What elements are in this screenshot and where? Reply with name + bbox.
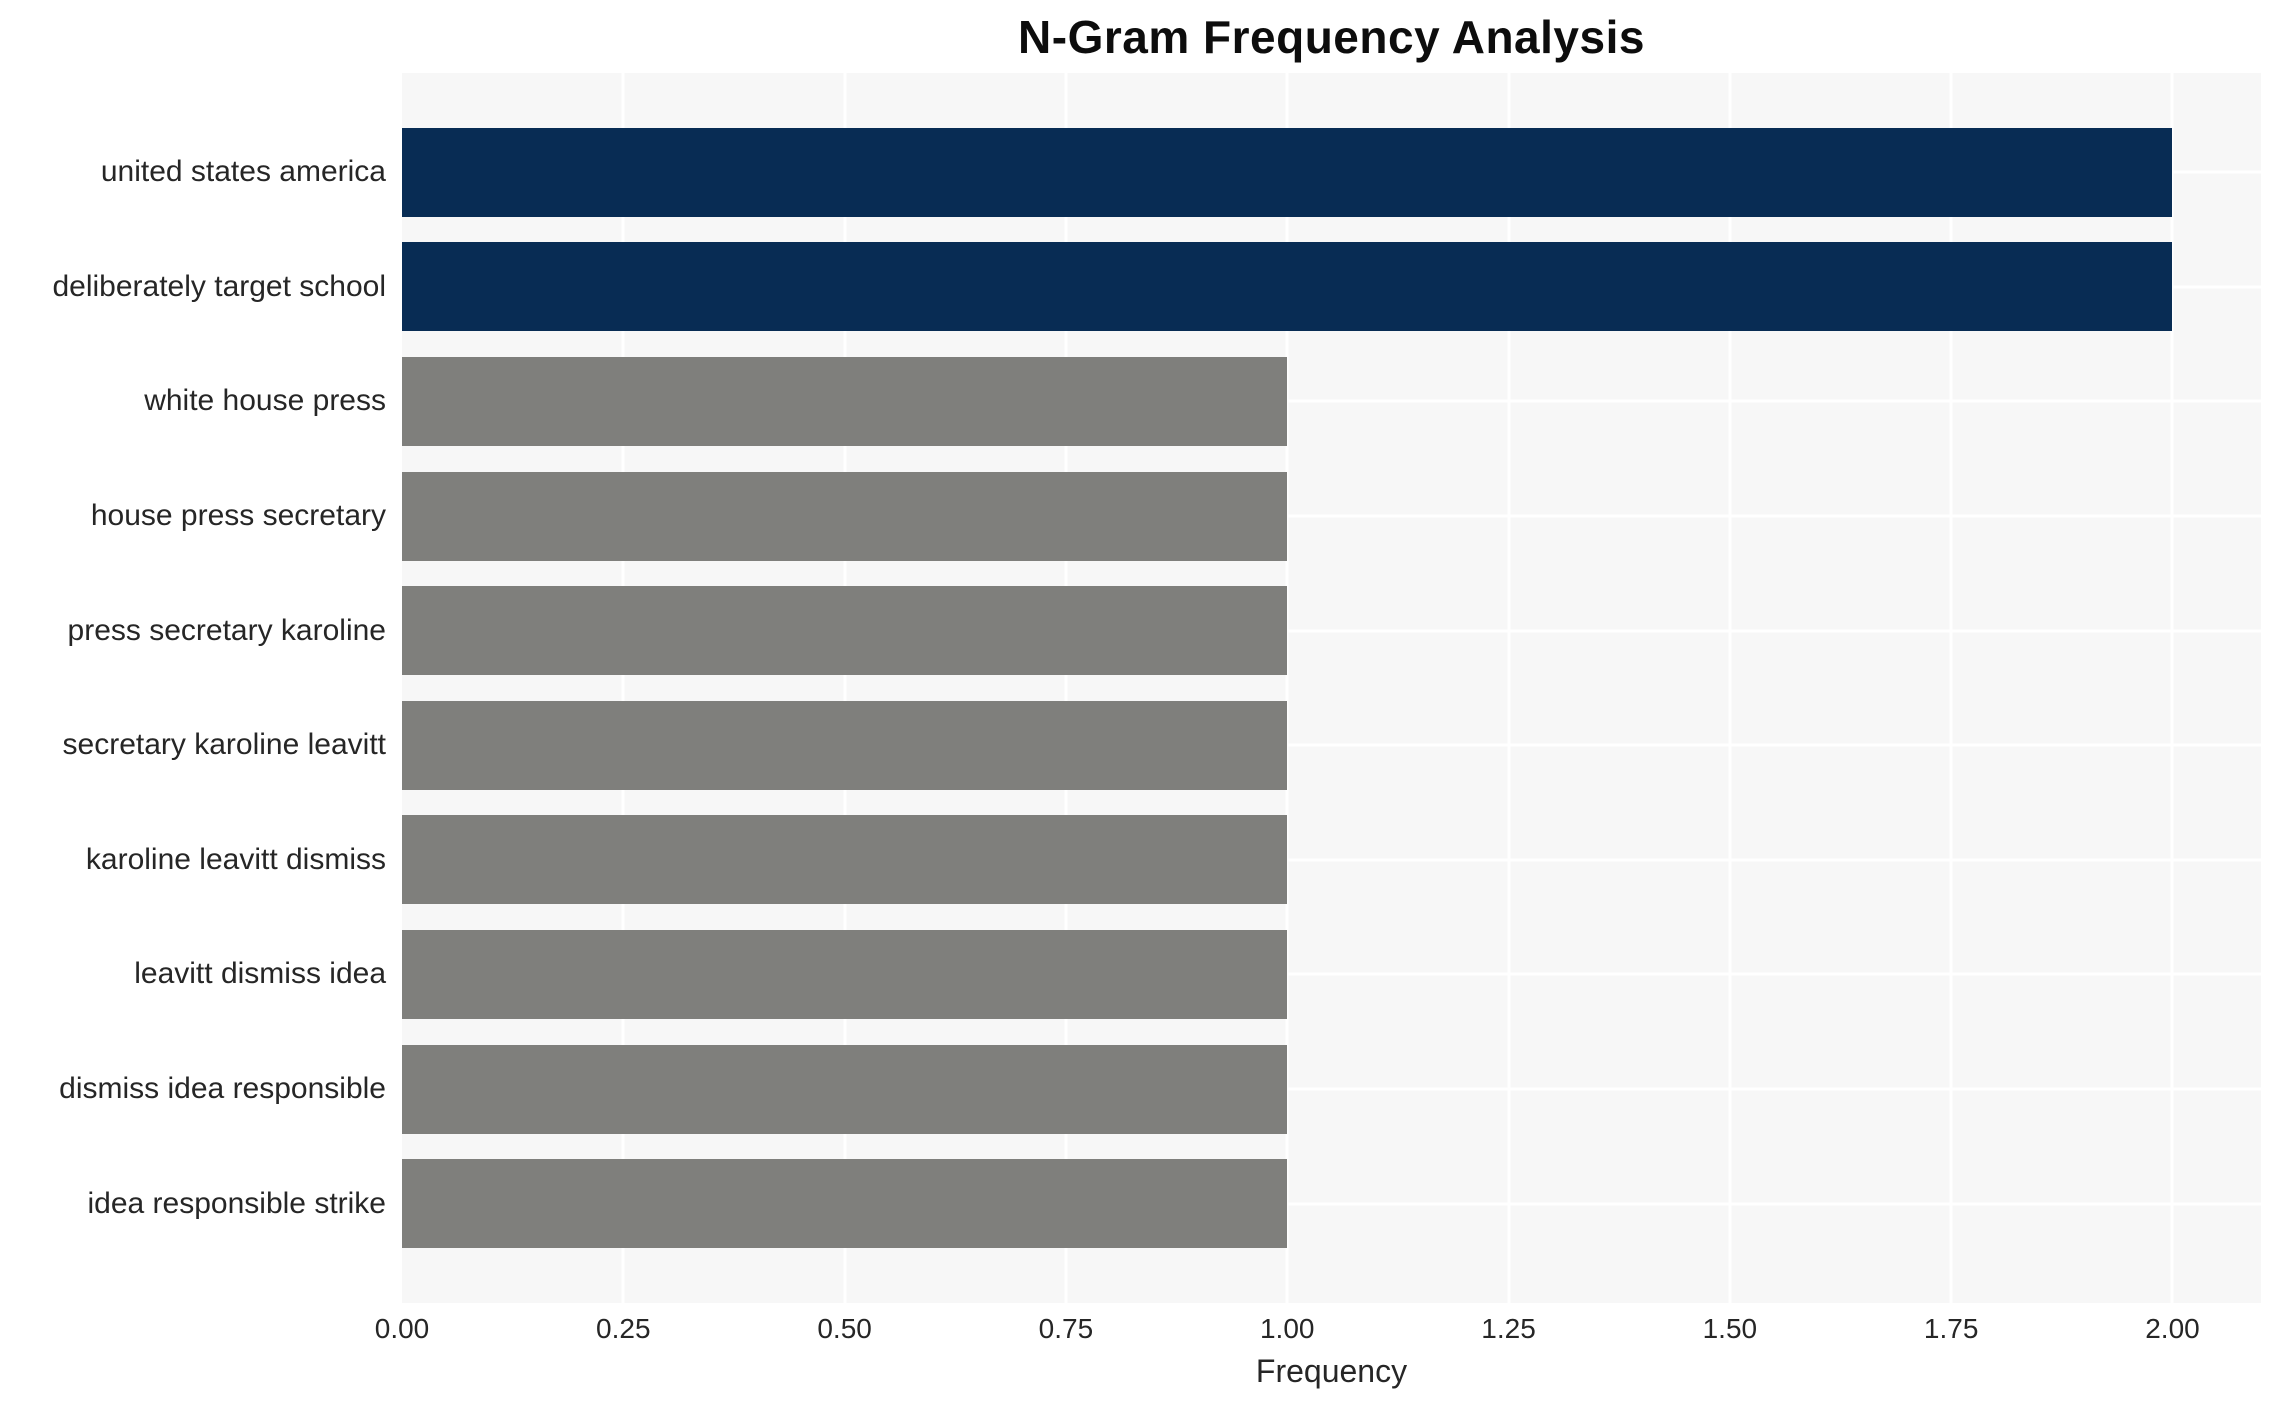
x-tick-label: 1.50 (1702, 1313, 1758, 1344)
h-gridline (402, 629, 2261, 633)
category-label: idea responsible strike (87, 1186, 387, 1220)
chart-row: leavitt dismiss idea (134, 917, 2261, 1032)
chart-title: N-Gram Frequency Analysis (1018, 10, 1645, 63)
x-tick-label: 1.00 (1259, 1313, 1315, 1344)
v-gridline (1728, 73, 1732, 1303)
x-axis-label: Frequency (1255, 1353, 1408, 1389)
category-label: leavitt dismiss idea (134, 957, 386, 991)
plot: united states america deliberately target… (0, 73, 2280, 1303)
vertical-gridlines (402, 73, 2261, 1303)
v-gridline (1064, 73, 1068, 1303)
bar (402, 127, 2173, 217)
v-gridline (1285, 73, 1289, 1303)
h-gridline (402, 972, 2261, 976)
category-label: house press secretary (90, 499, 386, 533)
bar (402, 1159, 1288, 1249)
bar (402, 356, 1288, 446)
category-label: united states america (100, 155, 386, 189)
x-tick-label: 1.25 (1481, 1313, 1536, 1344)
chart-row: press secretary karoline (68, 573, 2261, 688)
v-gridline (1949, 73, 1953, 1303)
chart-row: house press secretary (91, 459, 2261, 574)
chart-row: white house press (144, 344, 2261, 459)
chart-row: deliberately target school (52, 230, 2261, 345)
x-axis-ticks: 0.00 0.25 0.50 0.75 1.00 1.25 1.50 1.75 2.00 (375, 1303, 2261, 1351)
category-label: dismiss idea responsible (59, 1072, 386, 1106)
bar (402, 242, 2173, 332)
v-gridline (1507, 73, 1511, 1303)
x-tick-label: 0.00 (374, 1313, 430, 1344)
h-gridline (402, 858, 2261, 862)
h-gridline (402, 743, 2261, 747)
v-gridline (843, 73, 847, 1303)
category-label: secretary karoline leavitt (62, 728, 386, 762)
category-label: press secretary karoline (67, 613, 386, 647)
bar (402, 471, 1288, 561)
bar-rows: united states america deliberately target… (52, 115, 2261, 1261)
chart-row: idea responsible strike (88, 1146, 2261, 1261)
title-row: N-Gram Frequency Analysis (402, 0, 2261, 73)
chart-row: secretary karoline leavitt (63, 688, 2261, 803)
category-label: white house press (144, 384, 386, 418)
v-gridline (621, 73, 625, 1303)
h-gridline (402, 1202, 2261, 1206)
chart-row: united states america (101, 115, 2261, 230)
bar (402, 815, 1288, 905)
h-gridline (402, 1087, 2261, 1091)
x-tick-label: 2.00 (2145, 1313, 2200, 1344)
category-label: deliberately target school (52, 269, 386, 303)
bar (402, 586, 1288, 676)
v-gridline (2170, 73, 2174, 1303)
h-gridline (402, 399, 2261, 403)
bar (402, 929, 1288, 1019)
chart-row: dismiss idea responsible (59, 1032, 2261, 1147)
x-tick-label: 0.50 (817, 1313, 872, 1344)
x-tick-label: 0.25 (596, 1313, 651, 1344)
x-tick-label: 0.75 (1038, 1313, 1094, 1344)
chart-row: karoline leavitt dismiss (86, 803, 2261, 918)
h-gridline (402, 514, 2261, 518)
category-label: karoline leavitt dismiss (85, 842, 386, 876)
bar (402, 700, 1288, 790)
x-tick-label: 1.75 (1923, 1313, 1979, 1344)
x-axis-label-row: Frequency (402, 1353, 2261, 1390)
bar (402, 1044, 1288, 1134)
